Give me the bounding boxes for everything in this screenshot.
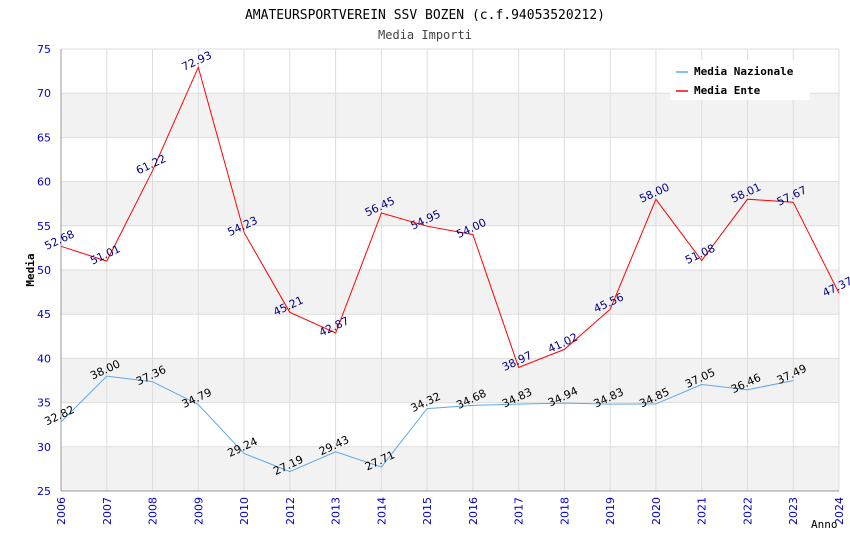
y-tick-label: 35	[37, 397, 51, 410]
series-line-media-ente	[60, 65, 840, 369]
y-tick-label: 60	[37, 176, 51, 189]
y-tick-label: 25	[37, 485, 51, 498]
x-tick-label: 2013	[330, 497, 343, 525]
y-tick-label: 30	[37, 441, 51, 454]
x-tick-label: 2015	[421, 497, 434, 525]
series-line-media-nazionale	[60, 375, 794, 473]
y-tick-label: 75	[37, 43, 51, 56]
x-tick-label: 2009	[192, 497, 205, 525]
y-axis-ticks: 25 30 35 40 45 50 55 60 65 70 75	[37, 43, 51, 498]
axes	[60, 49, 839, 492]
x-tick-label: 2010	[238, 497, 251, 525]
legend-box	[670, 60, 810, 100]
band	[61, 314, 839, 359]
legend-label-media-ente: Media Ente	[694, 84, 761, 97]
band	[61, 137, 839, 182]
y-tick-label: 55	[37, 220, 51, 233]
x-tick-label: 2014	[375, 497, 388, 525]
x-tick-label: 2023	[787, 497, 800, 525]
y-tick-label: 50	[37, 264, 51, 277]
band	[61, 358, 839, 403]
band	[61, 93, 839, 138]
x-axis-ticks: 2006 2007 2008 2009 2010 2012 2013 2014 2015 2016…	[55, 497, 846, 525]
legend: Media Nazionale Media Ente	[670, 60, 810, 100]
y-tick-label: 45	[37, 308, 51, 321]
band	[61, 446, 839, 491]
x-tick-label: 2018	[558, 497, 571, 525]
x-tick-label: 2007	[101, 497, 114, 525]
x-tick-label: 2006	[55, 497, 68, 525]
x-tick-label: 2022	[741, 497, 754, 525]
x-tick-label: 2020	[650, 497, 663, 525]
chart-subtitle: Media Importi	[378, 28, 472, 42]
band	[61, 270, 839, 315]
plot-background	[61, 49, 839, 491]
y-tick-label: 40	[37, 352, 51, 365]
band	[61, 181, 839, 226]
y-tick-label: 70	[37, 87, 51, 100]
x-tick-label: 2021	[696, 497, 709, 525]
series-layer	[60, 65, 840, 473]
y-tick-label: 65	[37, 131, 51, 144]
x-axis-label: Anno	[811, 518, 838, 531]
y-axis-label: Media	[24, 253, 37, 286]
x-tick-label: 2008	[147, 497, 160, 525]
x-tick-label: 2012	[284, 497, 297, 525]
chart-title: AMATEURSPORTVEREIN SSV BOZEN (c.f.940535…	[245, 8, 605, 23]
legend-label-media-nazionale: Media Nazionale	[694, 65, 794, 78]
band	[61, 225, 839, 270]
x-tick-label: 2017	[513, 497, 526, 525]
x-tick-label: 2024	[833, 497, 846, 525]
band	[61, 402, 839, 447]
x-tick-label: 2016	[467, 497, 480, 525]
x-tick-label: 2019	[604, 497, 617, 525]
